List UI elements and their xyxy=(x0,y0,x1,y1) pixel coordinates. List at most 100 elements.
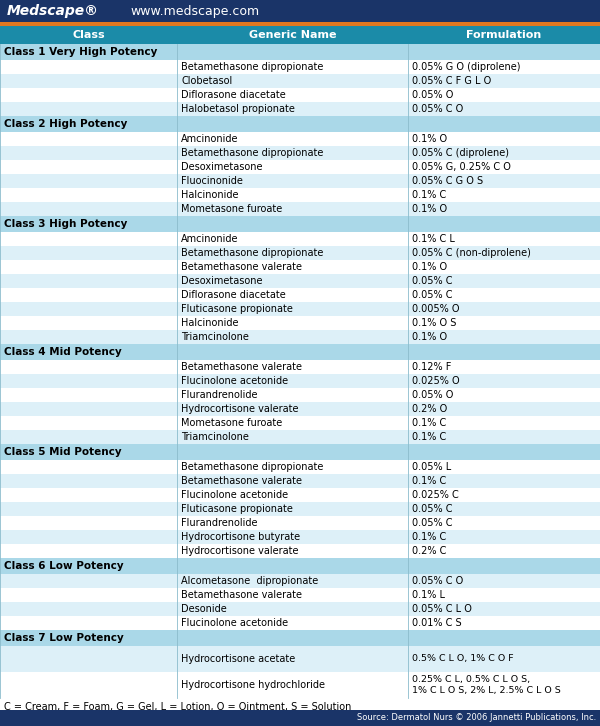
Text: 0.05% G O (diprolene): 0.05% G O (diprolene) xyxy=(412,62,521,72)
Text: 0.1% C: 0.1% C xyxy=(412,418,446,428)
Text: Betamethasone dipropionate: Betamethasone dipropionate xyxy=(181,62,323,72)
Text: Formulation: Formulation xyxy=(466,30,542,40)
Text: Hydrocortisone acetate: Hydrocortisone acetate xyxy=(181,654,295,664)
Bar xyxy=(0,44,600,60)
Bar xyxy=(0,344,600,360)
Text: 0.5% C L O, 1% C O F: 0.5% C L O, 1% C O F xyxy=(412,655,514,664)
Bar xyxy=(0,302,600,316)
Text: 0.1% C: 0.1% C xyxy=(412,532,446,542)
Text: 0.05% C: 0.05% C xyxy=(412,290,452,300)
Text: Class 3 High Potency: Class 3 High Potency xyxy=(4,219,127,229)
Text: Hydrocortisone butyrate: Hydrocortisone butyrate xyxy=(181,532,300,542)
Bar xyxy=(0,60,600,74)
Text: Hydrocortisone valerate: Hydrocortisone valerate xyxy=(181,546,299,556)
Text: Source: Dermatol Nurs © 2006 Jannetti Publications, Inc.: Source: Dermatol Nurs © 2006 Jannetti Pu… xyxy=(357,714,596,722)
Text: 0.05% O: 0.05% O xyxy=(412,90,454,100)
Text: Mometasone furoate: Mometasone furoate xyxy=(181,418,282,428)
Bar xyxy=(0,188,600,202)
Text: 0.05% C: 0.05% C xyxy=(412,518,452,528)
Text: 0.1% C: 0.1% C xyxy=(412,432,446,442)
Text: 0.1% C L: 0.1% C L xyxy=(412,234,455,244)
Text: 0.2% C: 0.2% C xyxy=(412,546,446,556)
Bar xyxy=(0,360,600,374)
Text: 0.1% O: 0.1% O xyxy=(412,204,447,214)
Text: Medscape®: Medscape® xyxy=(7,4,99,18)
Text: Generic Name: Generic Name xyxy=(249,30,336,40)
Text: Betamethasone valerate: Betamethasone valerate xyxy=(181,590,302,600)
Bar xyxy=(0,602,600,616)
Text: 0.25% C L, 0.5% C L O S,
1% C L O S, 2% L, 2.5% C L O S: 0.25% C L, 0.5% C L O S, 1% C L O S, 2% … xyxy=(412,675,561,695)
Text: Betamethasone dipropionate: Betamethasone dipropionate xyxy=(181,462,323,472)
Bar xyxy=(0,288,600,302)
Text: Betamethasone dipropionate: Betamethasone dipropionate xyxy=(181,248,323,258)
Bar xyxy=(0,88,600,102)
Bar xyxy=(0,374,600,388)
Text: 0.1% L: 0.1% L xyxy=(412,590,445,600)
Text: Diflorasone diacetate: Diflorasone diacetate xyxy=(181,290,286,300)
Bar xyxy=(0,146,600,160)
Bar xyxy=(0,330,600,344)
Bar xyxy=(0,530,600,544)
Bar xyxy=(0,216,600,232)
Text: Class 7 Low Potency: Class 7 Low Potency xyxy=(4,633,124,643)
Bar xyxy=(0,274,600,288)
Text: 0.1% C: 0.1% C xyxy=(412,190,446,200)
Text: Betamethasone valerate: Betamethasone valerate xyxy=(181,476,302,486)
Text: 0.05% C O: 0.05% C O xyxy=(412,104,463,114)
Bar xyxy=(0,558,600,574)
Text: Halcinonide: Halcinonide xyxy=(181,318,239,328)
Text: 0.05% C L O: 0.05% C L O xyxy=(412,604,472,614)
Text: 0.05% C F G L O: 0.05% C F G L O xyxy=(412,76,491,86)
Bar xyxy=(0,246,600,260)
Bar xyxy=(0,102,600,116)
Text: Amcinonide: Amcinonide xyxy=(181,234,239,244)
Text: Fluticasone propionate: Fluticasone propionate xyxy=(181,304,293,314)
Bar xyxy=(0,488,600,502)
Text: Mometasone furoate: Mometasone furoate xyxy=(181,204,282,214)
Text: Class 5 Mid Potency: Class 5 Mid Potency xyxy=(4,447,122,457)
Text: Class 1 Very High Potency: Class 1 Very High Potency xyxy=(4,47,157,57)
Text: Flucinolone acetonide: Flucinolone acetonide xyxy=(181,490,288,500)
Bar xyxy=(0,160,600,174)
Bar xyxy=(0,516,600,530)
Bar xyxy=(0,588,600,602)
Text: C = Cream, F = Foam, G = Gel, L = Lotion, O = Ointment, S = Solution: C = Cream, F = Foam, G = Gel, L = Lotion… xyxy=(4,702,352,712)
Bar xyxy=(0,630,600,646)
Bar xyxy=(0,316,600,330)
Text: Fluocinonide: Fluocinonide xyxy=(181,176,243,186)
Text: 0.05% L: 0.05% L xyxy=(412,462,451,472)
Bar xyxy=(0,430,600,444)
Text: Desoximetasone: Desoximetasone xyxy=(181,162,263,172)
Bar xyxy=(0,672,600,698)
Text: 0.025% O: 0.025% O xyxy=(412,376,460,386)
Bar xyxy=(0,174,600,188)
Text: Hydrocortisone valerate: Hydrocortisone valerate xyxy=(181,404,299,414)
Bar xyxy=(0,710,600,726)
Text: Betamethasone valerate: Betamethasone valerate xyxy=(181,262,302,272)
Text: Hydrocortisone hydrochloride: Hydrocortisone hydrochloride xyxy=(181,680,325,690)
Text: Desoximetasone: Desoximetasone xyxy=(181,276,263,286)
Text: 0.05% G, 0.25% C O: 0.05% G, 0.25% C O xyxy=(412,162,511,172)
Text: Alcometasone  dipropionate: Alcometasone dipropionate xyxy=(181,576,318,586)
Text: Triamcinolone: Triamcinolone xyxy=(181,332,249,342)
Text: 0.1% O S: 0.1% O S xyxy=(412,318,457,328)
Text: Class 6 Low Potency: Class 6 Low Potency xyxy=(4,561,124,571)
Bar xyxy=(0,74,600,88)
Text: 0.1% O: 0.1% O xyxy=(412,134,447,144)
Text: Clobetasol: Clobetasol xyxy=(181,76,232,86)
Bar xyxy=(0,574,600,588)
Text: 0.1% O: 0.1% O xyxy=(412,262,447,272)
Text: Betamethasone dipropionate: Betamethasone dipropionate xyxy=(181,148,323,158)
Text: 0.05% C (non-diprolene): 0.05% C (non-diprolene) xyxy=(412,248,531,258)
Bar xyxy=(0,502,600,516)
Text: 0.005% O: 0.005% O xyxy=(412,304,460,314)
Bar xyxy=(0,474,600,488)
Bar xyxy=(0,544,600,558)
Text: 0.05% C: 0.05% C xyxy=(412,504,452,514)
Bar xyxy=(0,460,600,474)
Text: 0.12% F: 0.12% F xyxy=(412,362,451,372)
Text: Amcinonide: Amcinonide xyxy=(181,134,239,144)
Bar xyxy=(0,0,600,22)
Bar xyxy=(0,116,600,132)
Text: 0.05% C: 0.05% C xyxy=(412,276,452,286)
